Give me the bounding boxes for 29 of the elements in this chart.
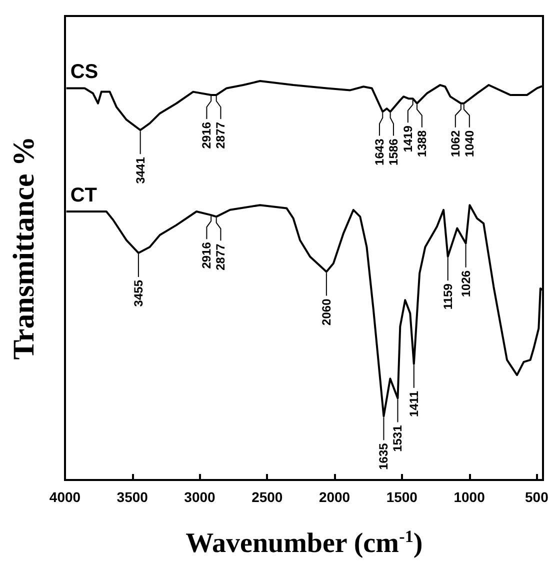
annotation: 1062 (448, 130, 462, 158)
annotation: 2916 (200, 122, 214, 149)
y-axis-title: Transmittance % (8, 136, 40, 360)
x-tick-label: 2000 (318, 489, 350, 505)
annotation: 1159 (440, 283, 455, 310)
annotation: 3455 (131, 280, 146, 307)
series-label: CT (70, 184, 98, 206)
annotation: 1388 (414, 130, 429, 158)
x-tick-label: 3500 (116, 489, 148, 505)
annotation: 1411 (406, 390, 421, 417)
annotation: 2877 (214, 243, 228, 270)
annotation: 1419 (400, 125, 415, 152)
annotation: 1026 (458, 270, 473, 298)
annotation: 2916 (200, 242, 214, 269)
annotation: 1586 (386, 138, 400, 166)
annotation: 1531 (390, 424, 405, 452)
x-tick-label: 500 (524, 489, 549, 505)
annotation: 3441 (133, 156, 148, 184)
annotation: 1643 (372, 138, 386, 166)
annotation: 1635 (376, 442, 391, 470)
annotation: 2060 (319, 298, 334, 326)
annotation: 2877 (214, 122, 228, 149)
x-tick-label: 3000 (184, 489, 216, 505)
x-tick-label: 1000 (454, 489, 486, 505)
x-tick-label: 1500 (386, 489, 418, 505)
x-tick-label: 2500 (252, 489, 283, 505)
x-tick-label: 4000 (49, 489, 81, 505)
series-label: CS (70, 61, 98, 84)
annotation: 1040 (462, 130, 476, 158)
